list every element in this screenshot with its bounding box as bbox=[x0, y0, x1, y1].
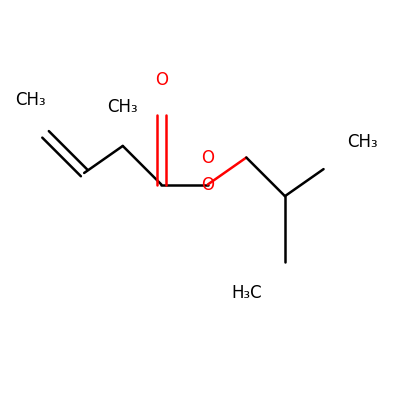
Text: O: O bbox=[155, 71, 168, 89]
Text: CH₃: CH₃ bbox=[347, 133, 377, 151]
Text: CH₃: CH₃ bbox=[15, 91, 46, 109]
Text: O: O bbox=[201, 176, 214, 194]
Text: CH₃: CH₃ bbox=[108, 98, 138, 116]
Text: O: O bbox=[201, 148, 214, 166]
Text: H₃C: H₃C bbox=[231, 284, 262, 302]
